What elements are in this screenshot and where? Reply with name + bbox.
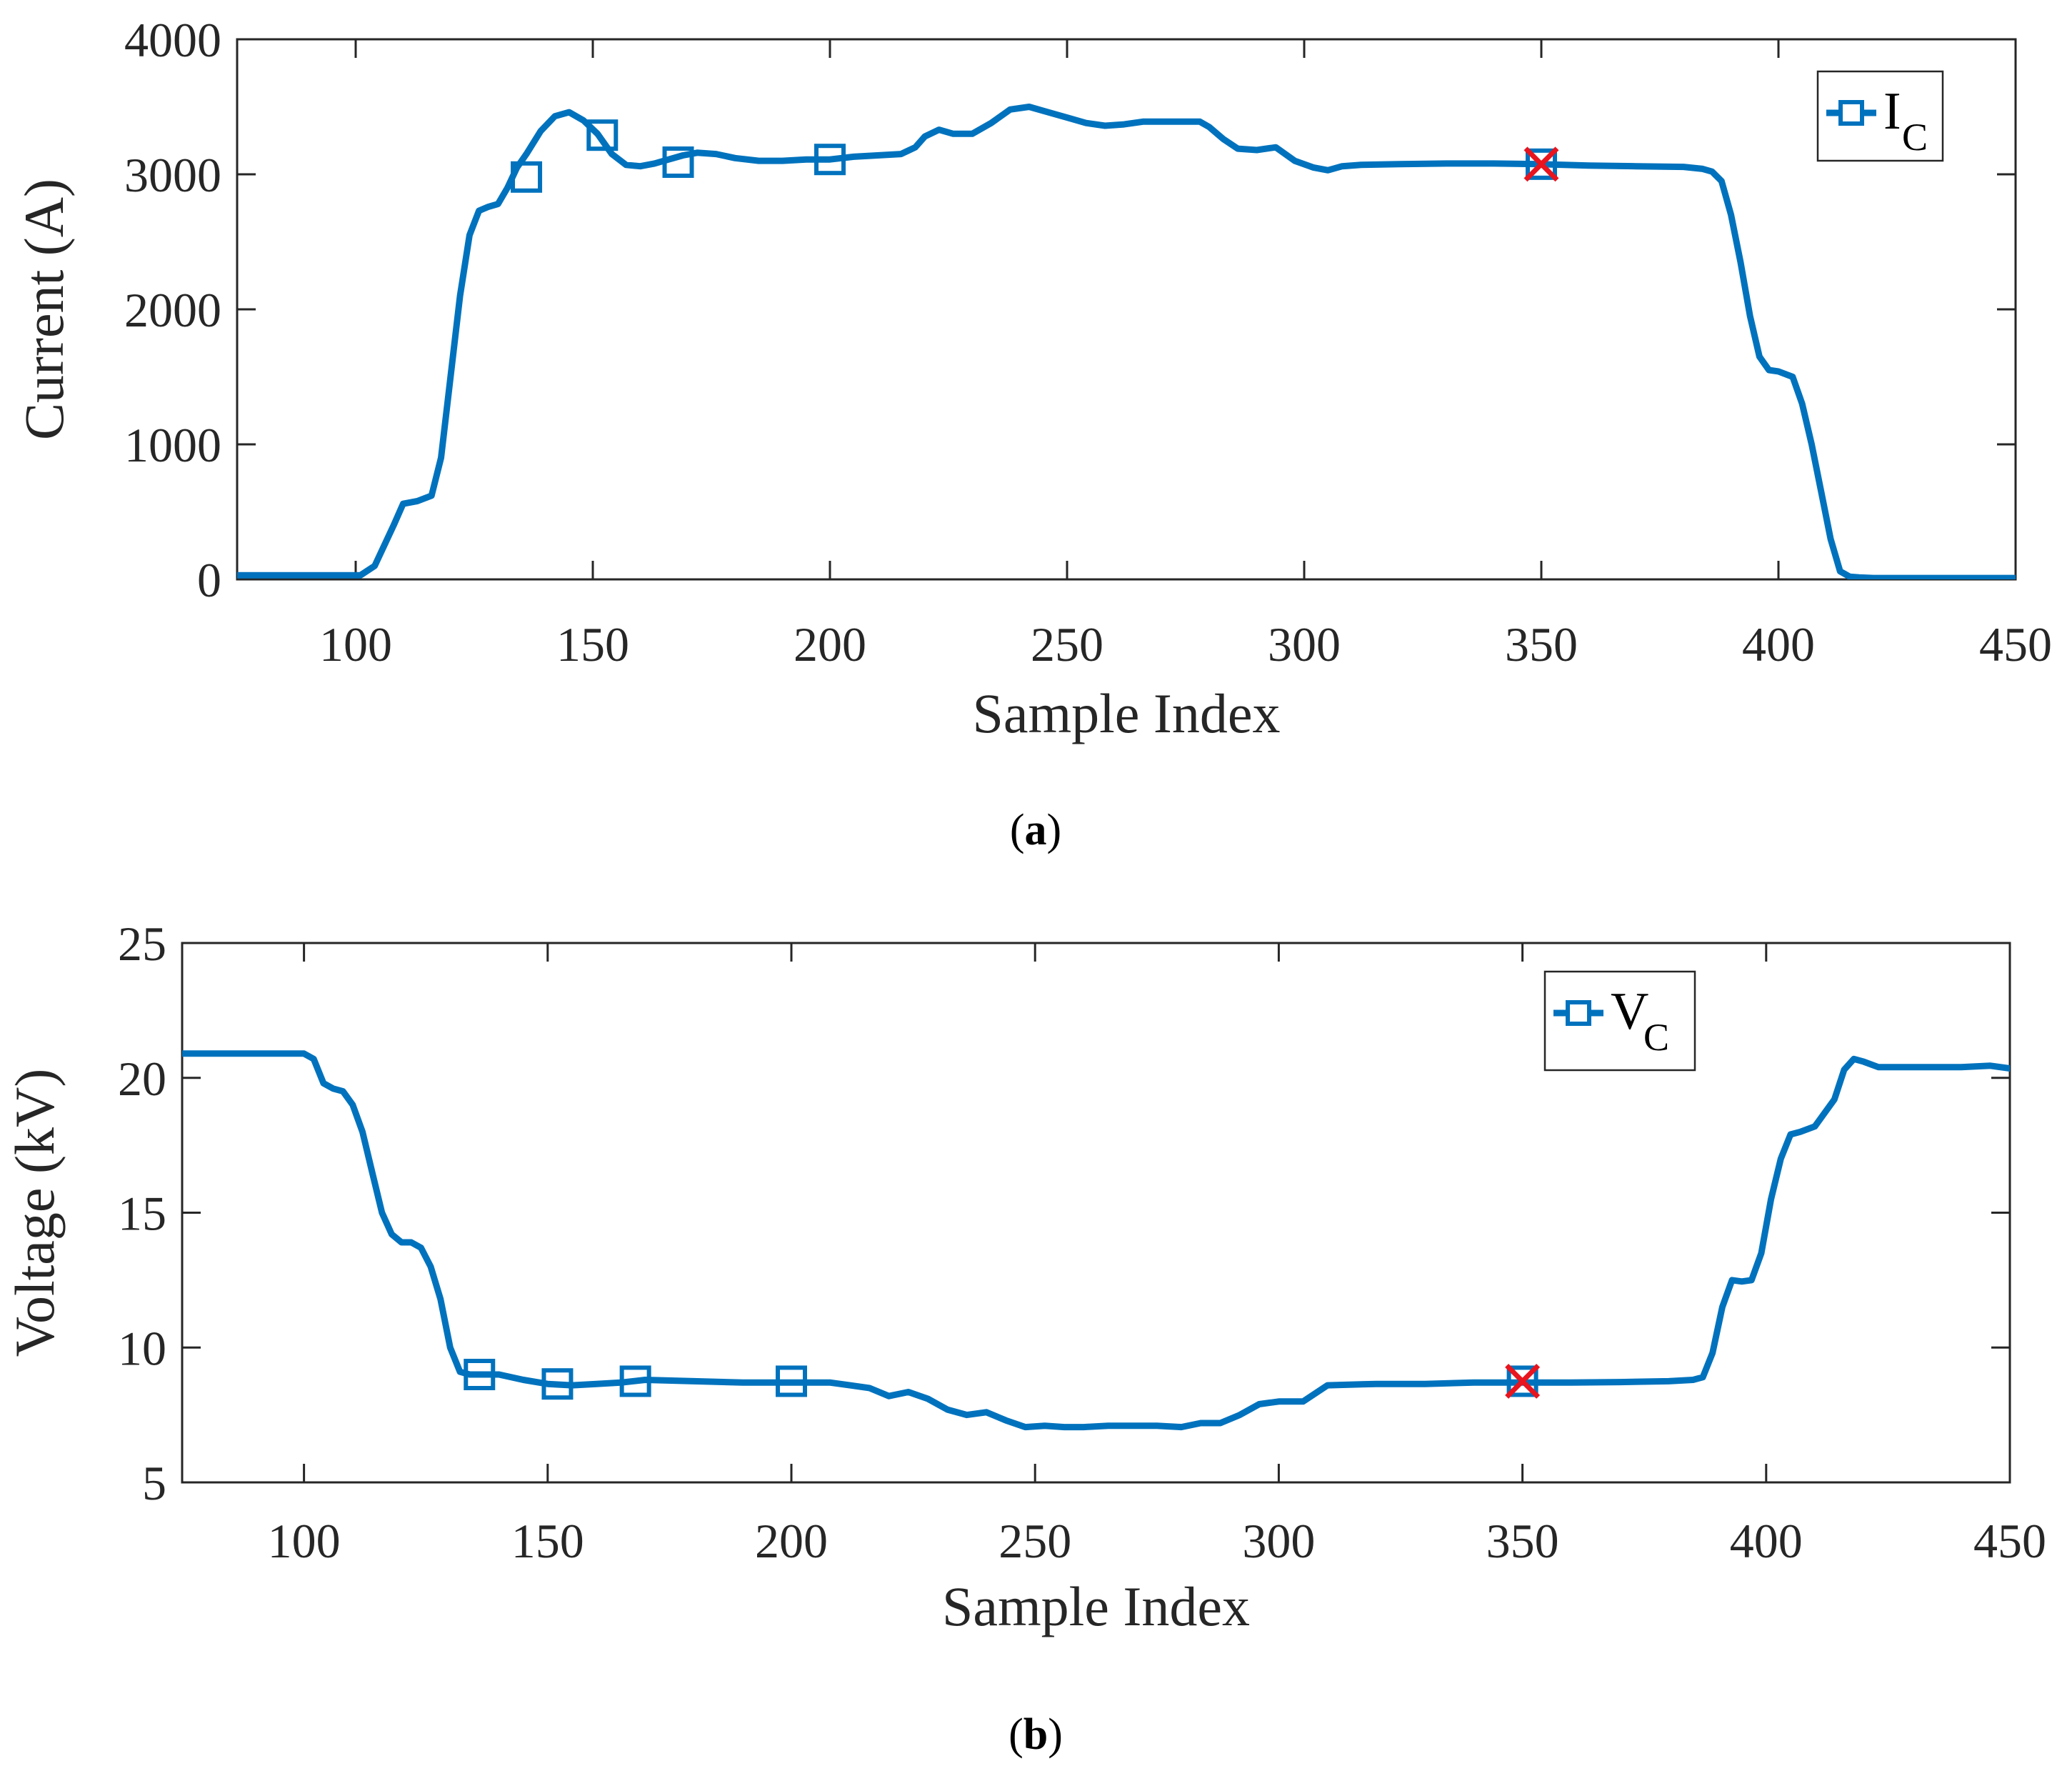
x-tick-label: 300 <box>1242 1514 1315 1568</box>
square-marker <box>619 1365 651 1397</box>
chart-panel-b: 100 150 200 250 300 350 400 450 5 10 15 20 25 Sample … <box>4 917 2046 1759</box>
square-marker <box>541 1368 574 1400</box>
panel-label-close: ) <box>1048 1710 1063 1759</box>
x-tick-label: 200 <box>794 617 866 672</box>
y-tick-label: 0 <box>197 553 221 607</box>
legend-subscript: C <box>1902 116 1928 159</box>
legend-marker-swatch <box>1566 1000 1591 1026</box>
x-tick-label: 150 <box>556 617 629 672</box>
y-tick-label: 2000 <box>124 283 221 337</box>
square-marker <box>511 161 543 193</box>
x-tick-label: 150 <box>511 1514 584 1568</box>
legend-subscript: C <box>1643 1016 1669 1059</box>
cross-marker-stroke <box>1505 1363 1541 1399</box>
x-tick-label: 200 <box>755 1514 828 1568</box>
y-tick-label: 3000 <box>124 148 221 202</box>
y-tick-label: 4000 <box>124 13 221 67</box>
x-axis-label: Sample Index <box>942 1575 1250 1637</box>
x-tick-label: 450 <box>1973 1514 2046 1568</box>
square-marker <box>662 146 694 178</box>
x-tick-label: 250 <box>1031 617 1103 672</box>
x-tick-label: 250 <box>999 1514 1071 1568</box>
panel-label-open: ( <box>1009 1710 1024 1759</box>
panel-label-open: ( <box>1010 806 1025 854</box>
y-tick-label: 1000 <box>124 418 221 472</box>
legend-label: V <box>1611 982 1648 1041</box>
cross-marker <box>1505 1363 1541 1399</box>
x-tick-label: 400 <box>1742 617 1815 672</box>
axes-box <box>181 942 2011 1484</box>
panel-label: (b) <box>1009 1710 1063 1759</box>
y-tick-label: 5 <box>142 1456 166 1510</box>
series-line-V_C <box>182 1050 2010 1431</box>
panel-label: (a) <box>1010 806 1061 854</box>
y-tick-label: 25 <box>118 917 166 971</box>
legend-marker-swatch <box>1838 100 1864 126</box>
panel-label-close: ) <box>1047 806 1062 854</box>
y-tick-label: 20 <box>118 1052 166 1106</box>
x-tick-label: 350 <box>1486 1514 1559 1568</box>
cross-marker-stroke <box>1523 146 1559 182</box>
y-axis-label: Voltage (kV) <box>4 1069 66 1357</box>
x-tick-label: 100 <box>268 1514 341 1568</box>
y-axis-label: Current (A) <box>13 179 75 440</box>
cross-marker-square <box>1506 1365 1538 1397</box>
panel-label-letter: a <box>1025 806 1047 854</box>
square-marker <box>814 144 846 176</box>
square-marker <box>464 1359 496 1390</box>
series-line-I_C <box>237 104 2016 579</box>
square-marker <box>776 1365 807 1397</box>
x-tick-label: 300 <box>1268 617 1341 672</box>
cross-marker-square <box>1526 148 1557 180</box>
y-tick-label: 10 <box>118 1321 166 1375</box>
x-axis-label: Sample Index <box>972 682 1280 744</box>
legend: VC <box>1543 970 1696 1072</box>
chart-panel-a: 100 150 200 250 300 350 400 450 0 1000 2000 3000 400… <box>13 13 2052 854</box>
x-tick-label: 100 <box>319 617 392 672</box>
panel-label-letter: b <box>1024 1710 1048 1759</box>
legend-label: I <box>1883 82 1901 141</box>
x-tick-label: 350 <box>1505 617 1578 672</box>
square-marker <box>586 119 619 151</box>
x-tick-label: 400 <box>1730 1514 1803 1568</box>
cross-marker <box>1523 146 1559 182</box>
y-tick-label: 15 <box>118 1187 166 1241</box>
x-tick-label: 450 <box>1979 617 2052 672</box>
